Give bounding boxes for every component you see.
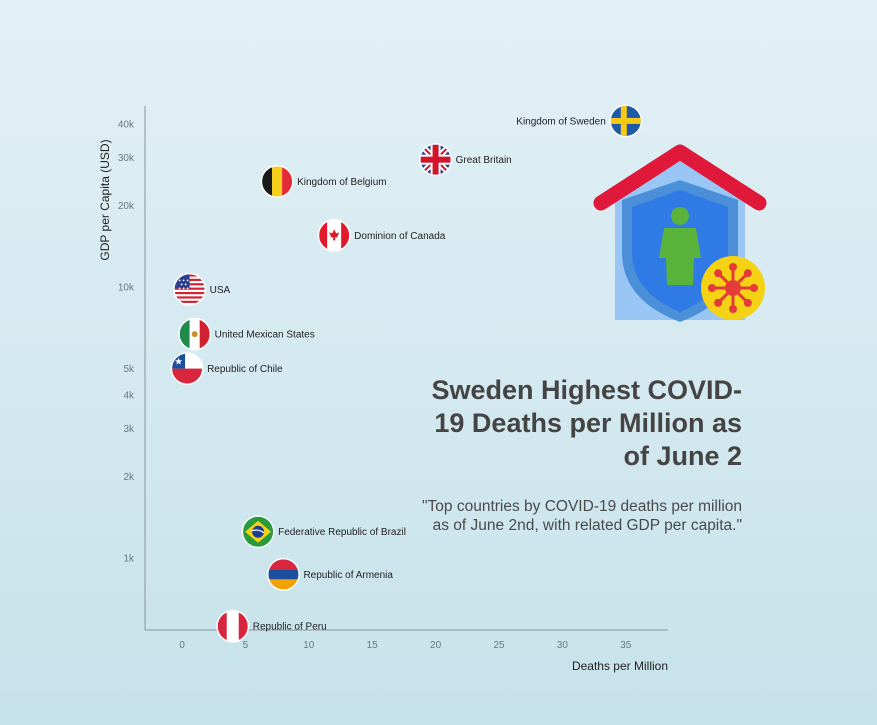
x-tick-label: 25 — [493, 640, 505, 651]
y-tick-label: 40k — [118, 119, 135, 130]
brazil-flag-icon — [243, 516, 274, 547]
x-tick-label: 5 — [243, 640, 249, 651]
y-tick-label: 20k — [118, 201, 135, 212]
peru-flag-icon — [217, 611, 248, 642]
data-point: Republic of Armenia — [266, 557, 393, 591]
y-tick-label: 5k — [123, 364, 135, 375]
point-label: Great Britain — [456, 155, 512, 166]
x-tick-label: 10 — [303, 640, 315, 651]
y-tick-label: 10k — [118, 283, 135, 294]
y-tick-label: 2k — [123, 472, 135, 483]
point-label: Republic of Chile — [207, 364, 283, 375]
data-point: Republic of Peru — [216, 609, 327, 643]
point-label: Kingdom of Sweden — [516, 116, 606, 127]
usa-flag-icon — [174, 274, 205, 305]
belgium-flag-icon — [262, 166, 293, 197]
y-tick-label: 30k — [118, 153, 135, 164]
data-point: Federative Republic of Brazil — [241, 515, 406, 549]
mexico-flag-icon — [179, 319, 210, 350]
point-label: Republic of Peru — [253, 622, 327, 633]
chile-flag-icon — [172, 353, 203, 384]
point-label: Dominion of Canada — [354, 231, 446, 242]
data-point: Republic of Chile — [170, 352, 283, 386]
point-label: Republic of Armenia — [303, 570, 393, 581]
ticks: 0 5 10 15 20 25 30 35 1k 2k 3k 4k 5k 10k 20k 30k 40k Deat… — [98, 119, 668, 673]
data-point: Kingdom of Sweden — [516, 104, 643, 138]
x-tick-label: 15 — [367, 640, 379, 651]
data-point: USA — [173, 272, 231, 306]
y-tick-label: 4k — [123, 390, 135, 401]
marks: Kingdom of Sweden Great Britain Kingdom of… — [170, 104, 643, 643]
point-label: Federative Republic of Brazil — [278, 527, 406, 538]
x-tick-label: 35 — [620, 640, 632, 651]
chart-subtitle: "Top countries by COVID-19 deaths per mi… — [422, 498, 742, 534]
data-point: Dominion of Canada — [317, 218, 446, 252]
y-tick-label: 3k — [123, 424, 135, 435]
x-tick-label: 0 — [179, 640, 185, 651]
x-tick-label: 20 — [430, 640, 442, 651]
uk-flag-icon — [420, 144, 451, 175]
data-point: Kingdom of Belgium — [260, 165, 387, 199]
house-shield-virus-icon — [593, 144, 767, 322]
point-label: United Mexican States — [215, 330, 315, 341]
point-label: USA — [210, 285, 231, 296]
data-point: United Mexican States — [178, 317, 315, 351]
x-tick-label: 30 — [557, 640, 569, 651]
data-point: Great Britain — [419, 143, 512, 177]
point-label: Kingdom of Belgium — [297, 177, 387, 188]
y-axis-title: GDP per Capita (USD) — [98, 139, 112, 260]
virus-icon — [701, 256, 765, 320]
canada-flag-icon — [319, 220, 350, 251]
y-tick-label: 1k — [123, 554, 135, 565]
sweden-flag-icon — [610, 105, 641, 136]
x-axis-title: Deaths per Million — [572, 659, 668, 673]
armenia-flag-icon — [268, 559, 299, 590]
chart-title: Sweden Highest COVID-19 Deaths per Milli… — [431, 375, 742, 471]
